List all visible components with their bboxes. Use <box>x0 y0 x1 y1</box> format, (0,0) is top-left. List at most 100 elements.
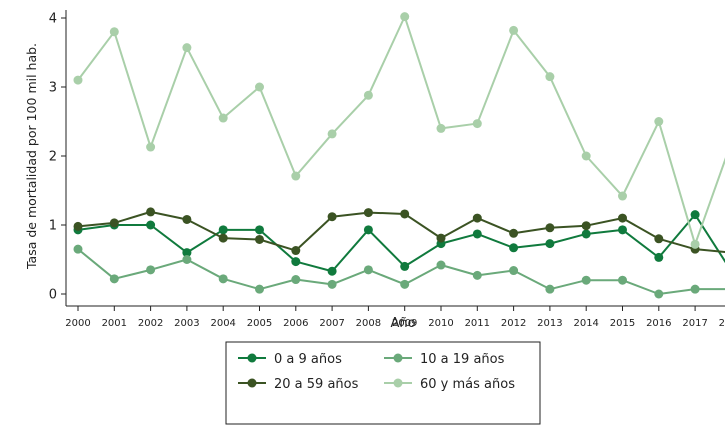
y-tick-label: 0 <box>49 288 57 303</box>
data-point <box>654 117 663 126</box>
data-point <box>255 83 264 92</box>
data-point <box>146 221 155 230</box>
legend-label: 20 a 59 años <box>274 377 359 392</box>
data-point <box>328 212 337 221</box>
data-point <box>146 143 155 152</box>
x-tick-label: 2014 <box>573 318 598 329</box>
data-point <box>182 43 191 52</box>
x-tick-label: 2011 <box>465 318 490 329</box>
data-point <box>291 172 300 181</box>
x-tick-label: 2006 <box>283 318 308 329</box>
data-point <box>364 225 373 234</box>
x-tick-label: 2007 <box>319 318 344 329</box>
x-tick-label: 2002 <box>138 318 163 329</box>
data-point <box>618 214 627 223</box>
y-tick-label: 3 <box>49 81 57 96</box>
x-tick-label: 2001 <box>102 318 127 329</box>
data-point <box>291 257 300 266</box>
x-tick-label: 2008 <box>356 318 381 329</box>
legend-swatch-marker <box>394 379 403 388</box>
data-point <box>691 240 700 249</box>
data-point <box>654 234 663 243</box>
data-point <box>255 285 264 294</box>
data-point <box>328 129 337 138</box>
data-point <box>473 229 482 238</box>
data-point <box>400 262 409 271</box>
data-point <box>545 223 554 232</box>
data-point <box>364 91 373 100</box>
y-tick-label: 2 <box>49 150 57 165</box>
legend-label: 60 y más años <box>420 377 515 392</box>
x-tick-label: 2005 <box>247 318 272 329</box>
data-point <box>473 119 482 128</box>
x-tick-label: 2017 <box>682 318 707 329</box>
data-point <box>691 210 700 219</box>
data-point <box>400 280 409 289</box>
data-point <box>654 253 663 262</box>
data-point <box>110 274 119 283</box>
legend-label: 0 a 9 años <box>274 352 342 367</box>
data-point <box>400 12 409 21</box>
data-point <box>437 261 446 270</box>
data-point <box>182 215 191 224</box>
data-point <box>509 229 518 238</box>
data-point <box>291 275 300 284</box>
data-point <box>74 76 83 85</box>
data-point <box>146 207 155 216</box>
y-tick-label: 1 <box>49 219 57 234</box>
legend-swatch-marker <box>394 354 403 363</box>
data-point <box>509 243 518 252</box>
x-tick-label: 2018 <box>719 318 725 329</box>
x-tick-label: 2013 <box>537 318 562 329</box>
data-point <box>110 27 119 36</box>
data-point <box>473 271 482 280</box>
data-point <box>146 265 155 274</box>
data-point <box>74 222 83 231</box>
data-point <box>255 225 264 234</box>
data-point <box>618 276 627 285</box>
data-point <box>291 246 300 255</box>
x-tick-label: 2004 <box>210 318 235 329</box>
data-point <box>618 192 627 201</box>
x-tick-label: 2016 <box>646 318 671 329</box>
x-tick-label: 2012 <box>501 318 526 329</box>
data-point <box>110 218 119 227</box>
data-point <box>582 152 591 161</box>
data-point <box>691 285 700 294</box>
data-point <box>182 255 191 264</box>
x-tick-label: 2015 <box>610 318 635 329</box>
data-point <box>400 209 409 218</box>
y-axis-label: Tasa de mortalidad por 100 mil hab. <box>24 43 39 270</box>
data-point <box>509 26 518 35</box>
data-point <box>545 72 554 81</box>
data-point <box>219 225 228 234</box>
data-point <box>582 221 591 230</box>
data-point <box>219 234 228 243</box>
series-line <box>78 212 725 253</box>
data-point <box>74 245 83 254</box>
y-tick-label: 4 <box>49 12 57 27</box>
series-layer <box>74 12 725 298</box>
legend: 0 a 9 años 10 a 19 años 20 a 59 años 60 y m… <box>226 342 540 424</box>
data-point <box>255 235 264 244</box>
data-point <box>219 274 228 283</box>
data-point <box>364 265 373 274</box>
data-point <box>509 266 518 275</box>
series-2 <box>74 245 725 299</box>
x-tick-label: 2010 <box>428 318 453 329</box>
data-point <box>364 208 373 217</box>
legend-label: 10 a 19 años <box>420 352 505 367</box>
x-tick-label: 2000 <box>65 318 90 329</box>
data-point <box>545 285 554 294</box>
data-point <box>328 267 337 276</box>
x-tick-label: 2003 <box>174 318 199 329</box>
legend-swatch-marker <box>248 354 257 363</box>
data-point <box>582 229 591 238</box>
data-point <box>437 234 446 243</box>
data-point <box>328 280 337 289</box>
data-point <box>618 225 627 234</box>
legend-swatch-marker <box>248 379 257 388</box>
data-point <box>219 114 228 123</box>
